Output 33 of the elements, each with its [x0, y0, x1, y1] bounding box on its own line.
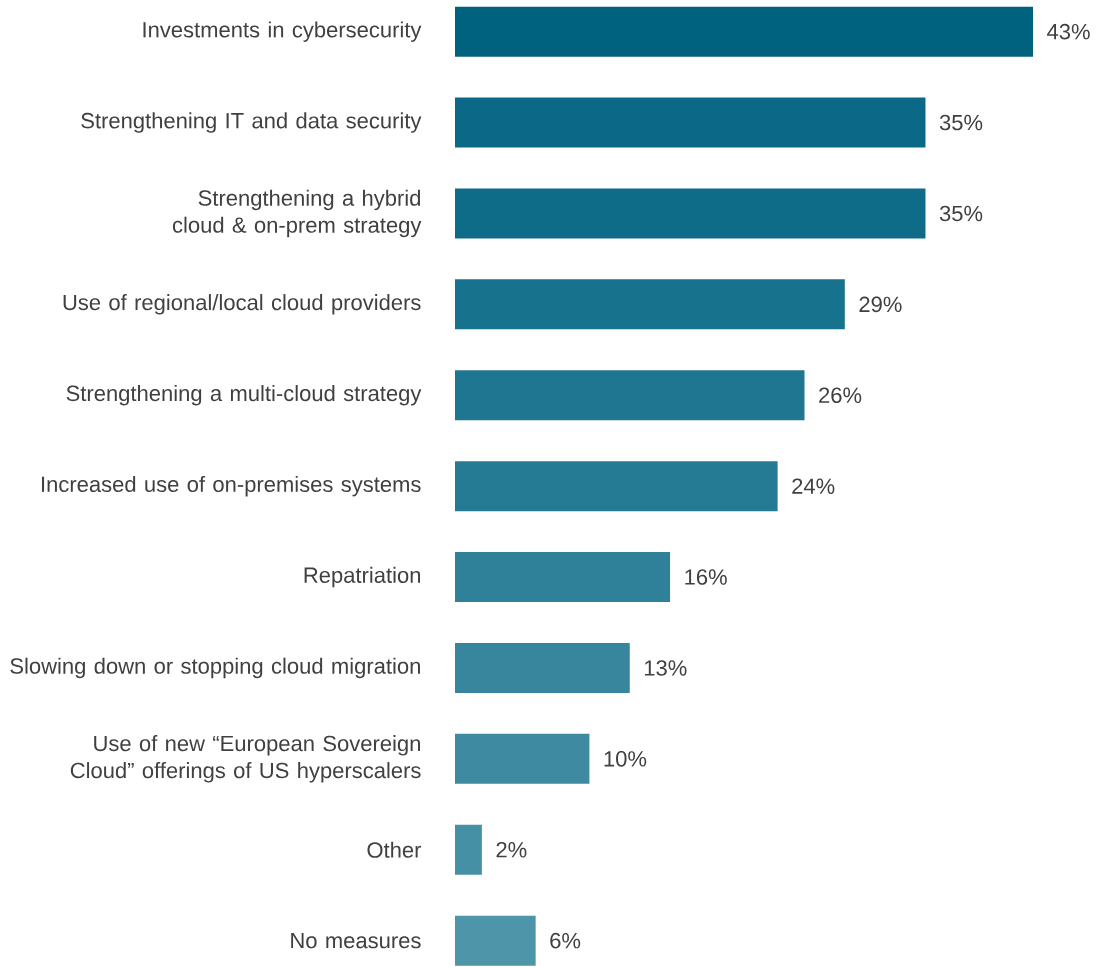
bar [455, 97, 926, 148]
y-tick-label: Increased use of on-premises systems [42, 475, 421, 497]
bar [455, 279, 845, 330]
data-label: 16% [685, 569, 727, 585]
bar [455, 824, 482, 875]
y-tick-label: Strengthening a multi-cloud strategy [66, 384, 422, 406]
bar [455, 461, 778, 512]
y-tick-label: Use of new “European Sovereign Cloud” offerings of US hyperscalers [70, 735, 421, 783]
y-tick-label: Investments in cybersecurity [143, 21, 422, 42]
data-label: 6% [550, 932, 581, 949]
bar [455, 733, 590, 784]
data-label: 43% [1047, 23, 1090, 40]
data-label: 35% [939, 114, 983, 131]
data-label: 35% [939, 205, 983, 222]
data-label: 10% [604, 751, 647, 767]
data-label: 24% [792, 478, 835, 494]
bar [455, 642, 630, 693]
y-tick-label: Strengthening a hybrid cloud & on-prem strategy [172, 189, 422, 238]
y-tick-label: Other [367, 841, 422, 858]
bar [455, 370, 805, 421]
data-label: 13% [644, 660, 687, 676]
data-label: 29% [859, 296, 902, 313]
y-tick-label: Use of regional/local cloud providers [63, 294, 421, 315]
y-tick-label: No measures [291, 932, 421, 949]
bar [455, 915, 536, 966]
y-tick-label: Slowing down or stopping cloud migration [10, 657, 420, 679]
data-label: 26% [819, 387, 862, 404]
y-tick-label: Strengthening IT and data security [81, 112, 422, 133]
bar [455, 6, 1034, 57]
bar [455, 188, 926, 239]
y-tick-label: Repatriation [304, 566, 421, 588]
data-label: 2% [496, 842, 527, 858]
bar [455, 552, 671, 603]
